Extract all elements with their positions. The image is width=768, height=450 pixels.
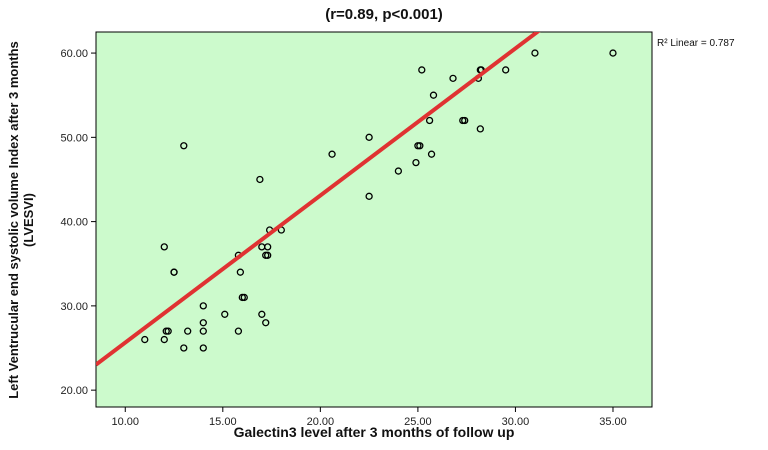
data-point [418,66,426,74]
data-point [412,158,420,167]
x-tick-label: 35.00 [599,416,627,428]
data-point [180,142,188,150]
y-tick-label: 50.00 [60,132,88,144]
x-tick-label: 10.00 [111,416,139,428]
data-point [365,192,373,200]
data-point [160,243,168,251]
y-tick-label: 60.00 [60,48,88,60]
y-tick-label: 30.00 [60,301,88,313]
chart-title: (r=0.89, p<0.001) [325,6,443,23]
data-point [425,116,434,125]
data-point [476,125,484,133]
data-point [180,344,188,352]
data-point [236,268,245,276]
x-axis: 10.00 15.00 20.00 25.00 30.00 35.00 [111,407,627,428]
y-axis: 20.00 30.00 40.00 50.00 60.00 [60,48,96,397]
data-point [199,319,207,327]
y-tick-label: 20.00 [60,385,88,397]
x-tick-label: 15.00 [209,416,237,428]
data-point [256,175,264,184]
data-point [199,302,207,310]
data-point [221,310,229,318]
data-point [184,327,192,335]
plot-area [95,31,653,408]
data-point [427,150,436,158]
data-point [262,319,270,327]
data-point [502,66,510,74]
data-point [264,251,272,259]
x-tick-label: 30.00 [502,416,530,428]
data-point [264,243,272,251]
linear-fit-line [96,32,541,367]
data-point [429,91,438,99]
data-point [199,344,207,352]
data-point [164,327,172,335]
data-point [170,268,178,276]
data-point [449,74,457,82]
data-point [531,49,539,57]
data-point [258,310,266,318]
y-tick-label: 40.00 [60,217,88,229]
data-point [234,327,243,335]
data-point [240,293,248,302]
data-point [394,167,403,175]
data-point [160,335,168,344]
data-point [141,335,149,344]
data-point [199,327,207,335]
fit-line-group [96,32,541,367]
data-point [328,150,336,158]
x-axis-title: Galectin3 level after 3 months of follow… [234,424,515,440]
x-tick-label: 20.00 [307,416,335,428]
data-point [416,142,424,150]
x-tick-label: 25.00 [404,416,432,428]
r2-linear-label: R² Linear = 0.787 [657,38,735,49]
data-point [609,49,617,57]
data-point [365,133,373,141]
y-axis-title-line2: (LVESVI) [21,193,36,247]
y-axis-title-line1: Left Ventrucular end systolic volume Ind… [6,41,21,399]
data-point [461,116,469,125]
